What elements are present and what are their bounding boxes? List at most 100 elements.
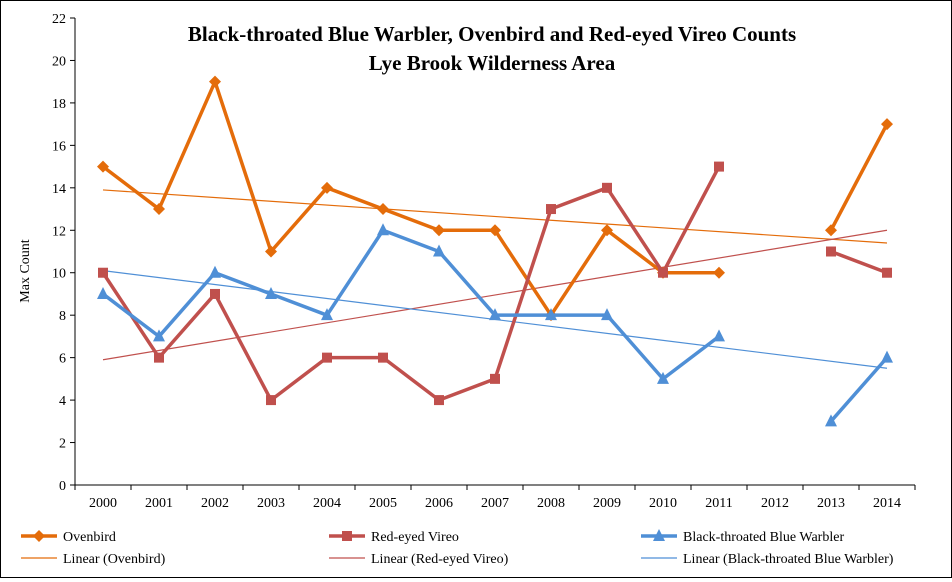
data-point xyxy=(545,308,557,321)
series-black-throated-blue-warbler xyxy=(97,223,893,427)
legend-label: Ovenbird xyxy=(63,530,116,545)
legend-item-red-eyed-vireo: Red-eyed Vireo xyxy=(329,530,459,545)
x-tick-label: 2000 xyxy=(89,496,117,511)
legend-item-black-throated-blue-warbler: Black-throated Blue Warbler xyxy=(641,529,844,545)
data-point xyxy=(266,395,276,406)
y-tick-label: 14 xyxy=(52,182,66,197)
trendline-linear-red-eyed-vireo xyxy=(102,229,888,361)
y-tick-label: 10 xyxy=(52,267,66,282)
data-point xyxy=(377,223,389,236)
legend-item-ovenbird: Ovenbird xyxy=(21,530,116,545)
y-axis-label: Max Count xyxy=(18,239,33,303)
x-tick-label: 2002 xyxy=(201,496,229,511)
data-point xyxy=(881,350,893,363)
data-point xyxy=(97,160,109,173)
data-point xyxy=(209,75,221,88)
legend-label: Black-throated Blue Warbler xyxy=(683,530,844,545)
data-point xyxy=(601,308,613,321)
y-tick-label: 0 xyxy=(59,479,66,494)
legend-marker xyxy=(342,531,352,541)
legend-marker xyxy=(33,530,45,542)
x-tick-label: 2006 xyxy=(425,496,453,511)
series-ovenbird xyxy=(97,75,893,322)
legend-label: Red-eyed Vireo xyxy=(371,530,459,545)
trendlines xyxy=(102,189,888,369)
data-point xyxy=(826,246,836,257)
x-tick-label: 2011 xyxy=(705,496,732,511)
x-tick-label: 2001 xyxy=(145,496,173,511)
series-line xyxy=(101,79,719,317)
y-tick-label: 18 xyxy=(52,97,66,112)
series-line xyxy=(829,356,889,423)
data-point xyxy=(154,352,164,363)
series-line xyxy=(101,228,721,381)
data-point xyxy=(97,286,109,299)
chart-subtitle: Lye Brook Wilderness Area xyxy=(369,51,616,75)
series-line xyxy=(829,123,889,232)
data-point xyxy=(321,308,333,321)
data-point xyxy=(209,265,221,278)
y-tick-label: 6 xyxy=(59,352,66,367)
x-tick-label: 2004 xyxy=(313,496,341,511)
data-point xyxy=(490,373,500,384)
axes: 0 2 4 6 8 10 12 14 16 18 20 22 2000 2001 2002 2003 2004 2… xyxy=(52,12,916,511)
x-tick-label: 2003 xyxy=(257,496,285,511)
y-tick-label: 20 xyxy=(52,54,66,69)
data-point xyxy=(321,181,333,194)
data-point xyxy=(825,224,837,237)
data-point xyxy=(433,224,445,237)
legend-label: Linear (Red-eyed Vireo) xyxy=(371,552,509,567)
y-tick-label: 22 xyxy=(52,12,66,27)
data-point xyxy=(377,203,389,216)
y-tick-label: 16 xyxy=(52,139,66,154)
data-point xyxy=(713,329,725,342)
data-point xyxy=(825,414,837,427)
data-point xyxy=(881,118,893,131)
data-point xyxy=(322,352,332,363)
data-point xyxy=(882,267,892,278)
data-point xyxy=(265,245,277,258)
x-tick-label: 2010 xyxy=(649,496,677,511)
y-tick-label: 12 xyxy=(52,224,66,239)
data-point xyxy=(378,352,388,363)
legend-label: Linear (Ovenbird) xyxy=(63,552,166,567)
series-red-eyed-vireo xyxy=(98,161,892,406)
series-lines xyxy=(97,75,893,427)
x-tick-label: 2009 xyxy=(593,496,621,511)
data-point xyxy=(98,267,108,278)
legend-label: Linear (Black-throated Blue Warbler) xyxy=(683,552,894,567)
data-point xyxy=(714,161,724,172)
data-point xyxy=(489,308,501,321)
x-tick-label: 2013 xyxy=(817,496,845,511)
series-line xyxy=(830,249,888,275)
data-point xyxy=(657,371,669,384)
data-point xyxy=(210,288,220,299)
y-tick-label: 8 xyxy=(59,309,66,324)
data-point xyxy=(489,224,501,237)
y-tick-label: 4 xyxy=(59,394,66,409)
legend-item-linear-ovenbird: Linear (Ovenbird) xyxy=(21,552,166,567)
legend: Ovenbird Red-eyed Vireo Black-throated Blu… xyxy=(21,529,894,567)
data-point xyxy=(433,244,445,257)
x-tick-label: 2014 xyxy=(873,496,901,511)
series-line xyxy=(101,165,721,402)
data-point xyxy=(658,267,668,278)
chart-title: Black-throated Blue Warbler, Ovenbird an… xyxy=(188,22,796,46)
data-point xyxy=(546,204,556,215)
data-point xyxy=(265,286,277,299)
data-point xyxy=(601,224,613,237)
y-tick-label: 2 xyxy=(59,437,66,452)
x-tick-label: 2007 xyxy=(481,496,509,511)
x-tick-label: 2008 xyxy=(537,496,565,511)
legend-marker xyxy=(653,529,665,541)
legend-item-linear-black-throated-blue-warbler: Linear (Black-throated Blue Warbler) xyxy=(641,552,894,567)
x-tick-label: 2012 xyxy=(761,496,789,511)
data-point xyxy=(602,182,612,193)
legend-item-linear-red-eyed-vireo: Linear (Red-eyed Vireo) xyxy=(329,552,509,567)
trendline-linear-ovenbird xyxy=(102,189,888,244)
x-tick-label: 2005 xyxy=(369,496,397,511)
data-point xyxy=(434,395,444,406)
data-point xyxy=(153,329,165,342)
